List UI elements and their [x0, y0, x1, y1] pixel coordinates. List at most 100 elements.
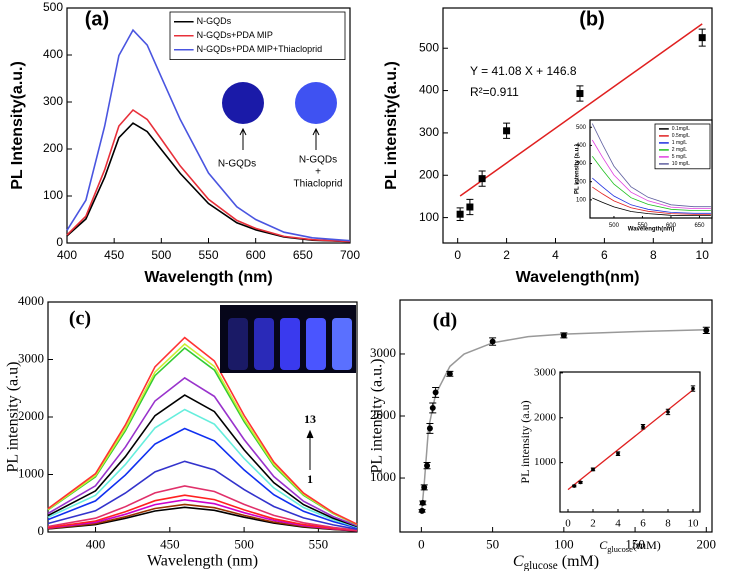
- y-tick-label: 200: [576, 179, 587, 185]
- data-line: [66, 28, 351, 242]
- legend-label: N-GQDs: [197, 16, 232, 26]
- x-tick-label: 4: [615, 517, 621, 529]
- data-line: [592, 186, 711, 215]
- legend-label: N-GQDs+PDA MIP+Thiacloprid: [197, 44, 323, 54]
- fit-curve: [420, 329, 707, 515]
- y-tick-label: 200: [419, 167, 439, 181]
- x-axis-label: Cglucose(mM): [599, 538, 661, 554]
- y-tick-label: 100: [43, 188, 63, 202]
- x-tick-label: 0: [565, 517, 571, 529]
- y-axis-label: PL intensity (a.u): [5, 362, 22, 473]
- data-line: [47, 460, 358, 530]
- x-tick-label: 650: [694, 223, 705, 229]
- annotation: 13: [304, 412, 316, 426]
- x-axis-label: Wavelength (nm): [144, 269, 272, 286]
- y-tick-label: 1000: [18, 465, 44, 480]
- x-tick-label: 4: [552, 248, 559, 262]
- data-point: [666, 410, 670, 414]
- data-point: [446, 370, 453, 377]
- arrow-head: [239, 127, 320, 136]
- legend-label: 0.1mg/L: [672, 126, 690, 132]
- data-point: [591, 467, 595, 472]
- legend-label: 2 mg/L: [672, 147, 688, 153]
- x-tick-label: 500: [609, 223, 620, 229]
- y-tick-label: 300: [419, 125, 439, 139]
- x-tick-label: 2: [503, 248, 510, 262]
- data-line: [591, 123, 711, 208]
- data-point: [456, 210, 464, 218]
- y-tick-label: 300: [576, 161, 587, 167]
- y-tick-label: 400: [419, 83, 439, 97]
- x-tick-label: 2: [590, 517, 596, 529]
- vial: [228, 318, 248, 370]
- data-point: [560, 332, 567, 339]
- data-line: [47, 342, 358, 526]
- data-point: [466, 203, 474, 211]
- y-tick-label: 100: [576, 197, 587, 203]
- data-point: [703, 327, 710, 334]
- vial: [332, 318, 352, 370]
- y-tick-label: 200: [43, 141, 63, 155]
- label-symbol: C: [599, 538, 608, 552]
- y-tick-label: 500: [419, 40, 439, 54]
- data-line: [591, 156, 711, 211]
- x-tick-label: 6: [601, 248, 608, 262]
- panel-label: (c): [69, 308, 91, 330]
- legend-label: 0.5mg/L: [672, 133, 690, 139]
- y-tick-label: 3000: [18, 350, 44, 365]
- x-tick-label: 450: [160, 537, 180, 552]
- data-point: [578, 480, 583, 485]
- data-point: [429, 404, 436, 411]
- annotation: Thiacloprid: [294, 179, 343, 190]
- vial: [306, 318, 326, 370]
- annotation: N-GQDs: [299, 155, 337, 166]
- y-tick-label: 2000: [18, 408, 44, 423]
- data-line: [47, 376, 358, 527]
- y-tick-label: 2000: [534, 411, 557, 423]
- x-tick-label: 0: [454, 248, 461, 262]
- x-axis-label: Wavelength(nm): [628, 227, 674, 233]
- legend-label: 5 mg/L: [672, 154, 688, 160]
- x-tick-label: 550: [637, 223, 648, 229]
- data-point: [432, 389, 439, 396]
- label-unit: (mM): [633, 538, 661, 552]
- x-tick-label: 400: [57, 248, 77, 262]
- fit-line: [459, 23, 703, 197]
- y-axis-label: PL intensity (a.u): [518, 400, 532, 483]
- y-tick-label: 400: [576, 143, 587, 149]
- legend-label: N-GQDs+PDA MIP: [197, 30, 273, 40]
- data-line: [47, 494, 358, 532]
- data-point: [576, 90, 584, 98]
- y-axis-label: PL intensity (a.u.): [369, 359, 386, 474]
- x-tick-label: 550: [309, 537, 329, 552]
- y-axis-label: PL intensity (a.u.): [575, 144, 581, 194]
- sample-photo: [295, 82, 337, 124]
- vial-photo: [220, 305, 356, 373]
- panel: 0 2 4 6 8 10 1000 2000 3000 Cglucose(mM) PL intens…: [518, 366, 701, 554]
- x-tick-label: 50: [486, 537, 499, 552]
- r-squared: R²=0.911: [470, 85, 519, 99]
- legend-label: 10 mg/L: [672, 161, 690, 167]
- data-line: [47, 394, 358, 528]
- y-axis-label: PL intensity(a.u.): [383, 61, 400, 190]
- data-point: [641, 424, 645, 429]
- x-axis-label: Wavelength(nm): [516, 269, 640, 286]
- plot-frame: [559, 371, 701, 513]
- legend-box: [654, 123, 711, 170]
- x-tick-label: 8: [650, 248, 657, 262]
- y-axis-label: PL Intensity(a.u.): [9, 61, 26, 190]
- x-tick-label: 650: [293, 248, 313, 262]
- label-subscript: glucose: [607, 545, 633, 554]
- y-tick-label: 500: [576, 125, 587, 131]
- y-tick-label: 1000: [534, 456, 557, 468]
- data-line: [592, 177, 711, 214]
- y-tick-label: 400: [43, 47, 63, 61]
- y-tick-label: 2000: [370, 407, 396, 422]
- annotation: +: [315, 167, 321, 178]
- data-line: [47, 427, 358, 529]
- fit-line: [567, 389, 694, 491]
- data-line: [47, 336, 358, 525]
- vial: [280, 318, 300, 370]
- panel-label: (d): [433, 310, 457, 332]
